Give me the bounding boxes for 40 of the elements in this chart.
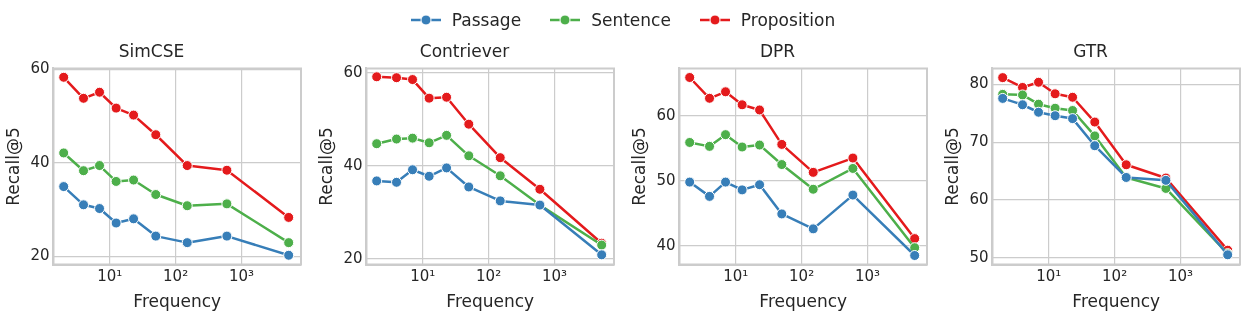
x-axis-title: Frequency [446,291,535,312]
chart-title: GTR [1073,40,1109,61]
y-tick-label: 60 [969,189,989,208]
y-tick-label: 40 [656,235,676,254]
legend-label: Sentence [591,10,671,30]
legend-label: Proposition [740,10,836,30]
x-tick-label: 10² [163,267,189,286]
x-axis-title: Frequency [759,291,848,312]
y-tick-label: 50 [656,170,676,189]
x-tick-label: 10³ [1167,267,1194,286]
x-tick-label: 10¹ [410,267,436,286]
x-tick-label: 10² [1102,267,1128,286]
y-tick-label: 60 [656,105,676,124]
chart-title: Contriever [419,40,510,61]
y-axis-title: Recall@5 [315,127,336,206]
y-tick-label: 20 [343,248,363,267]
y-tick-label: 70 [969,132,989,151]
y-tick-label: 40 [30,152,50,171]
x-tick-label: 10² [476,267,502,286]
x-axis-title: Frequency [1072,291,1161,312]
x-tick-label: 10³ [854,267,881,286]
x-tick-label: 10¹ [1036,267,1062,286]
y-axis-title: Recall@5 [941,127,962,206]
y-tick-label: 20 [30,246,50,265]
legend-label: Passage [451,10,522,30]
x-tick-label: 10¹ [723,267,749,286]
y-tick-label: 60 [30,59,50,78]
y-tick-label: 60 [343,62,363,81]
y-tick-label: 80 [969,74,989,93]
x-axis-title: Frequency [133,291,222,312]
y-axis-title: Recall@5 [2,127,23,206]
chart-title: DPR [759,40,796,61]
x-tick-label: 10¹ [97,267,123,286]
x-tick-label: 10³ [541,267,568,286]
x-tick-label: 10² [789,267,815,286]
y-axis-title: Recall@5 [628,127,649,206]
y-tick-label: 40 [343,155,363,174]
chart-title: SimCSE [118,40,185,61]
y-tick-label: 50 [969,247,989,266]
x-tick-label: 10³ [228,267,255,286]
